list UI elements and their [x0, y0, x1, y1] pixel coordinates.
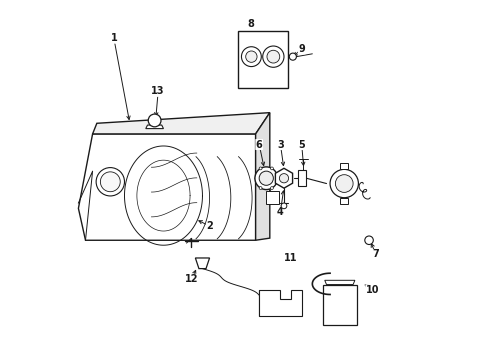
Circle shape	[100, 172, 120, 192]
Text: 7: 7	[373, 249, 380, 260]
Polygon shape	[259, 290, 302, 316]
Circle shape	[270, 186, 273, 189]
Polygon shape	[325, 280, 355, 284]
Circle shape	[335, 175, 353, 192]
Text: 10: 10	[366, 285, 379, 295]
Circle shape	[263, 46, 284, 67]
Circle shape	[289, 53, 296, 60]
FancyBboxPatch shape	[238, 31, 288, 88]
Text: 9: 9	[298, 44, 305, 54]
Circle shape	[259, 171, 273, 185]
Polygon shape	[93, 113, 270, 134]
Circle shape	[281, 203, 287, 209]
Circle shape	[148, 114, 161, 127]
Text: 2: 2	[206, 221, 213, 231]
Text: 8: 8	[247, 19, 254, 29]
Text: 3: 3	[277, 140, 284, 149]
Polygon shape	[340, 198, 348, 204]
Circle shape	[279, 174, 289, 183]
Text: 13: 13	[151, 86, 165, 96]
Polygon shape	[323, 284, 357, 325]
Polygon shape	[266, 192, 279, 204]
Text: 12: 12	[185, 274, 198, 284]
Circle shape	[259, 186, 262, 189]
Text: 11: 11	[284, 253, 298, 263]
Circle shape	[270, 167, 273, 170]
Circle shape	[365, 236, 373, 244]
Circle shape	[259, 167, 262, 170]
Text: 6: 6	[256, 140, 263, 149]
Polygon shape	[78, 134, 256, 240]
Circle shape	[242, 47, 261, 67]
Text: 1: 1	[110, 33, 117, 43]
Circle shape	[96, 168, 124, 196]
Text: 5: 5	[298, 140, 305, 149]
Circle shape	[330, 169, 358, 198]
Polygon shape	[340, 163, 348, 169]
Circle shape	[245, 51, 257, 62]
Polygon shape	[298, 170, 306, 186]
Polygon shape	[275, 168, 293, 188]
Polygon shape	[146, 125, 164, 129]
Circle shape	[267, 50, 280, 63]
Circle shape	[255, 167, 278, 190]
Polygon shape	[256, 113, 270, 240]
Polygon shape	[196, 258, 210, 269]
Text: 4: 4	[277, 207, 284, 217]
